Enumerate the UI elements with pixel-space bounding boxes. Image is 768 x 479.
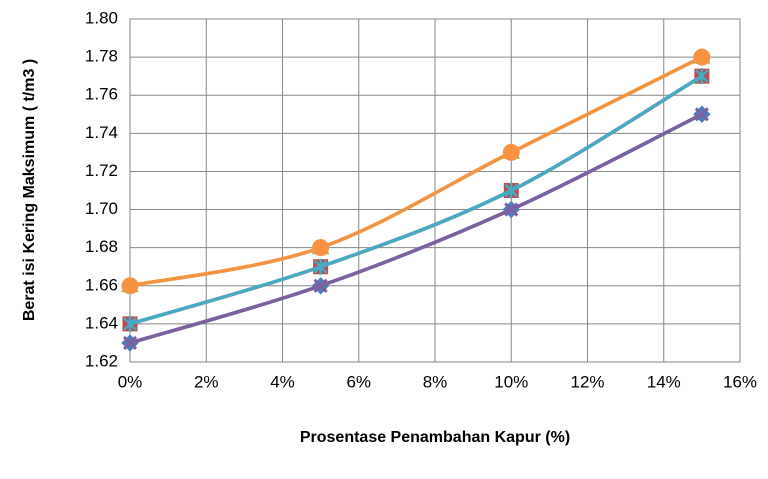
x-tick-label: 0% bbox=[118, 372, 143, 391]
y-tick-label: 1.68 bbox=[85, 237, 118, 256]
y-tick-label: 1.64 bbox=[85, 313, 118, 332]
series-line bbox=[129, 74, 703, 326]
marker bbox=[693, 48, 711, 66]
marker bbox=[313, 278, 328, 293]
y-tick-label: 1.66 bbox=[85, 275, 118, 294]
y-axis-title: Berat isi Kering Maksimum ( t/m3 ) bbox=[21, 59, 38, 321]
series-line bbox=[129, 74, 703, 326]
y-tick-label: 1.62 bbox=[85, 351, 118, 370]
marker bbox=[694, 68, 709, 85]
x-tick-label: 6% bbox=[346, 372, 371, 391]
x-tick-label: 4% bbox=[270, 372, 295, 391]
marker bbox=[312, 239, 330, 257]
x-tick-label: 16% bbox=[723, 372, 757, 391]
y-tick-label: 1.70 bbox=[85, 199, 118, 218]
x-tick-label: 14% bbox=[647, 372, 681, 391]
y-tick-label: 1.76 bbox=[85, 85, 118, 104]
y-tick-label: 1.78 bbox=[85, 47, 118, 66]
x-tick-label: 10% bbox=[494, 372, 528, 391]
marker bbox=[694, 107, 709, 122]
series-line bbox=[129, 112, 703, 345]
y-tick-label: 1.80 bbox=[85, 8, 118, 27]
series-line bbox=[129, 112, 703, 345]
marker bbox=[123, 315, 137, 332]
plot-border bbox=[129, 18, 741, 363]
marker bbox=[504, 202, 519, 217]
series-line bbox=[129, 55, 703, 288]
y-tick-label: 1.72 bbox=[85, 161, 118, 180]
x-tick-label: 2% bbox=[194, 372, 219, 391]
x-axis-title: Prosentase Penambahan Kapur (%) bbox=[300, 429, 570, 446]
x-tick-label: 8% bbox=[423, 372, 448, 391]
marker bbox=[122, 335, 138, 351]
marker bbox=[504, 182, 519, 199]
y-tick-label: 1.74 bbox=[85, 123, 118, 142]
x-tick-label: 12% bbox=[570, 372, 604, 391]
marker bbox=[502, 143, 520, 161]
marker bbox=[313, 258, 328, 275]
marker bbox=[121, 277, 139, 295]
